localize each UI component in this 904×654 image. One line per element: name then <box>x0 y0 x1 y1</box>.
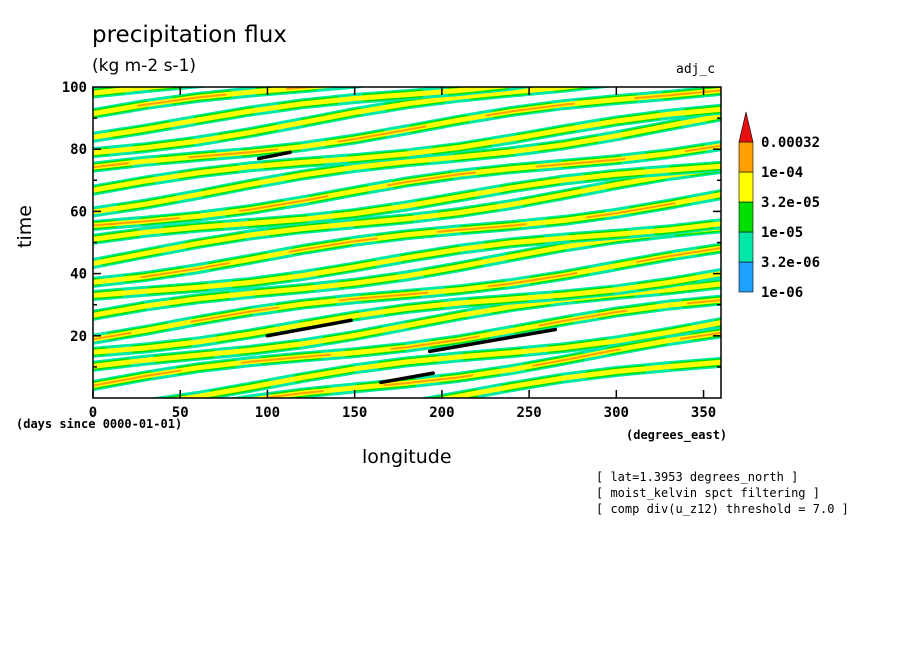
colorbar-label: 3.2e-05 <box>761 195 820 211</box>
stripe-peak <box>93 193 721 284</box>
stripe-peak <box>93 87 323 115</box>
colorbar-label: 1e-06 <box>761 285 803 301</box>
threshold-segment <box>427 327 558 354</box>
colorbar-swatch <box>738 141 754 173</box>
chart-title: precipitation flux <box>92 22 287 48</box>
stripe-core <box>93 163 721 242</box>
x-axis-label: longitude <box>362 446 452 468</box>
stripe-mid <box>93 87 197 97</box>
colorbar-label: 1e-04 <box>761 165 803 181</box>
stripe-core <box>93 165 721 266</box>
precipitation-field <box>93 87 721 398</box>
stripe-peak <box>93 299 721 387</box>
x-tick-label: 0 <box>89 405 97 421</box>
colorbar-swatch <box>738 201 754 233</box>
note-filtering: [ moist_kelvin spct filtering ] <box>596 486 820 500</box>
stripe-outer <box>93 87 212 99</box>
stripe-core <box>93 113 721 215</box>
colorbar-swatch <box>738 231 754 263</box>
axes: 0 50 100 150 200 250 300 350 20 40 60 80 100 <box>62 80 721 421</box>
threshold-segment <box>379 371 435 385</box>
stripe-peak <box>93 247 721 341</box>
x-tick-label: 300 <box>604 405 629 421</box>
stripe-core <box>93 271 721 355</box>
stripe-core <box>93 221 721 298</box>
x-tick-label: 50 <box>172 405 189 421</box>
threshold-segment <box>265 318 353 338</box>
stripe-peak <box>93 89 721 169</box>
note-latitude: [ lat=1.3953 degrees_north ] <box>596 470 799 484</box>
stripe-peak <box>256 331 721 398</box>
colorbar: 1e-06 3.2e-06 1e-05 3.2e-05 1e-04 0.00032 <box>738 111 820 301</box>
stripe-peak <box>93 144 721 227</box>
y-tick-label: 80 <box>70 142 87 158</box>
y-tick-label: 100 <box>62 80 87 96</box>
y-axis-units: (days since 0000-01-01) <box>16 417 183 431</box>
threshold-segment <box>256 150 292 161</box>
colorbar-overflow <box>738 111 754 143</box>
run-label: adj_c <box>676 62 716 77</box>
x-tick-label: 150 <box>342 405 367 421</box>
colorbar-label: 0.00032 <box>761 135 820 151</box>
y-tick-label: 60 <box>70 204 87 220</box>
note-threshold: [ comp div(u_z12) threshold = 7.0 ] <box>596 502 849 516</box>
x-axis-units: (degrees_east) <box>626 428 728 442</box>
colorbar-swatch <box>738 171 754 203</box>
x-tick-label: 100 <box>255 405 280 421</box>
stripe-core <box>435 359 721 398</box>
stripe-core <box>93 87 517 140</box>
colorbar-swatch <box>738 261 754 293</box>
x-tick-label: 200 <box>429 405 454 421</box>
colorbar-label: 1e-05 <box>761 225 803 241</box>
chart-units: (kg m-2 s-1) <box>92 56 197 76</box>
y-tick-label: 40 <box>70 267 87 283</box>
x-tick-label: 250 <box>516 405 541 421</box>
threshold-segments <box>256 150 558 385</box>
stripe-core <box>93 106 721 193</box>
stripe-core <box>93 87 589 156</box>
stripe-core <box>93 87 181 96</box>
stripe-core <box>169 320 721 398</box>
colorbar-label: 3.2e-06 <box>761 255 820 271</box>
y-tick-label: 20 <box>70 329 87 345</box>
x-tick-label: 350 <box>691 405 716 421</box>
